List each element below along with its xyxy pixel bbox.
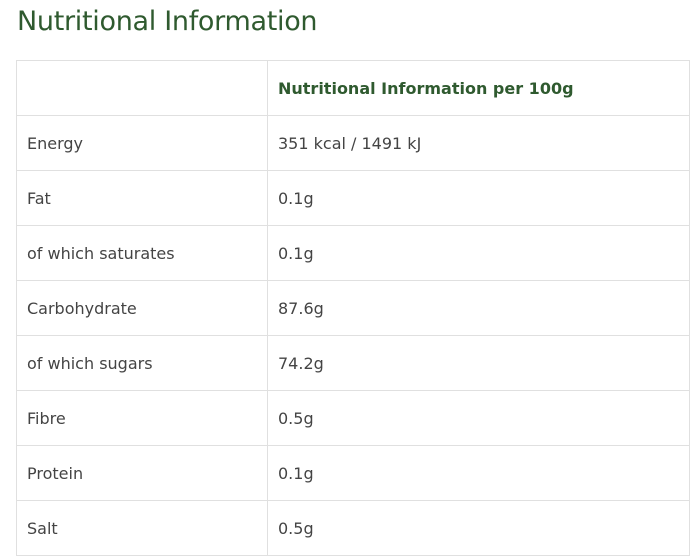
header-cell xyxy=(16,60,268,116)
nutrient-cell: of which saturates xyxy=(16,225,268,281)
table-row: Energy 351 kcal / 1491 kJ xyxy=(16,115,690,171)
value-cell: 74.2g xyxy=(267,335,690,391)
table-head: Nutritional Information per 100g xyxy=(16,60,690,116)
header-row: Nutritional Information per 100g xyxy=(16,60,690,116)
nutrient-cell: Fat xyxy=(16,170,268,226)
table-body: Energy 351 kcal / 1491 kJ Fat 0.1g of which … xyxy=(16,115,690,556)
value-cell: 0.1g xyxy=(267,445,690,501)
table-row: Fibre 0.5g xyxy=(16,390,690,446)
value-cell: 351 kcal / 1491 kJ xyxy=(267,115,690,171)
nutrition-table: Nutritional Information per 100g Energy 3… xyxy=(16,60,690,556)
nutrient-cell: Protein xyxy=(16,445,268,501)
nutrient-cell: Salt xyxy=(16,500,268,556)
table-row: Carbohydrate 87.6g xyxy=(16,280,690,336)
value-cell: 0.5g xyxy=(267,500,690,556)
value-cell: 0.5g xyxy=(267,390,690,446)
value-cell: 0.1g xyxy=(267,170,690,226)
value-cell: 87.6g xyxy=(267,280,690,336)
table-row: of which saturates 0.1g xyxy=(16,225,690,281)
header-cell: Nutritional Information per 100g xyxy=(267,60,690,116)
value-cell: 0.1g xyxy=(267,225,690,281)
table-row: Fat 0.1g xyxy=(16,170,690,226)
table-row: Salt 0.5g xyxy=(16,500,690,556)
table-row: Protein 0.1g xyxy=(16,445,690,501)
table-row: of which sugars 74.2g xyxy=(16,335,690,391)
nutrient-cell: Carbohydrate xyxy=(16,280,268,336)
nutrient-cell: Energy xyxy=(16,115,268,171)
page-title: Nutritional Information xyxy=(17,6,318,37)
nutrient-cell: of which sugars xyxy=(16,335,268,391)
nutrient-cell: Fibre xyxy=(16,390,268,446)
